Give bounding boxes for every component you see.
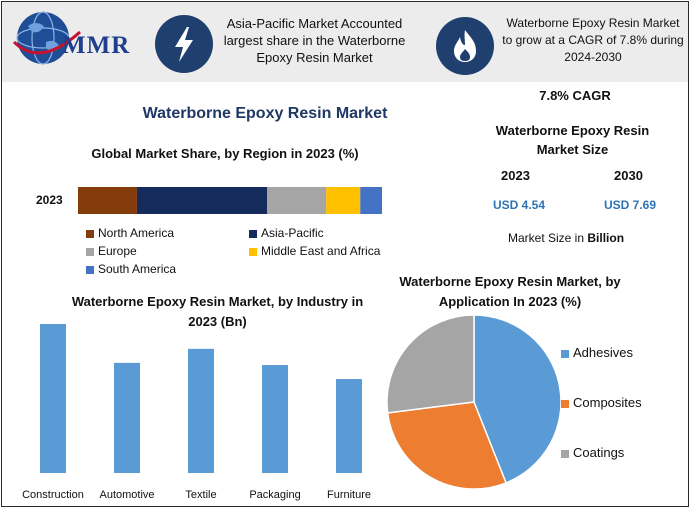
lightning-icon xyxy=(175,27,193,62)
industry-bar xyxy=(188,348,214,473)
card2-text: Waterborne Epoxy Resin Market to grow at… xyxy=(502,16,684,64)
market-size-title: Waterborne Epoxy Resin Market Size xyxy=(495,123,650,157)
legend-coatings: Coatings xyxy=(561,445,624,460)
legend-swatch xyxy=(249,247,257,256)
legend-swatch xyxy=(249,229,257,238)
legend-swatch xyxy=(86,229,94,238)
page-title: Waterborne Epoxy Resin Market xyxy=(142,105,388,122)
region-chart-category-label: 2023 xyxy=(36,193,63,207)
region-segment-asia-pacific xyxy=(136,187,268,214)
card1-text: Asia-Pacific Market Accounted largest sh… xyxy=(223,16,406,65)
industry-bar xyxy=(114,362,140,473)
legend-label: Middle East and Africa xyxy=(261,244,381,258)
legend-label: Coatings xyxy=(573,445,625,460)
market-size-value-1: USD 4.54 xyxy=(493,198,546,212)
region-segment-europe xyxy=(267,187,327,214)
region-segment-south-america xyxy=(360,187,382,214)
legend-north-america: North America xyxy=(86,226,174,240)
industry-tick-label: Automotive xyxy=(99,489,154,501)
legend-adhesives: Adhesives xyxy=(561,345,633,360)
industry-bar xyxy=(40,324,66,473)
industry-tick-label: Furniture xyxy=(327,489,371,501)
region-segment-north-america xyxy=(78,187,137,214)
legend-south-america: South America xyxy=(86,262,176,276)
legend-europe: Europe xyxy=(86,244,137,258)
market-size-value-2: USD 7.69 xyxy=(604,198,657,212)
market-size-unit-note: Market Size in Billion xyxy=(508,231,624,245)
region-stacked-bar xyxy=(78,187,382,214)
legend-label: Adhesives xyxy=(573,345,633,360)
market-size-year-2: 2030 xyxy=(614,168,643,183)
industry-bar-chart: Construction Automotive Textile Packaging Fu… xyxy=(22,324,371,501)
legend-swatch xyxy=(86,247,94,256)
header-band xyxy=(2,2,688,82)
legend-swatch xyxy=(86,265,94,274)
legend-label: South America xyxy=(98,262,177,276)
flame-icon xyxy=(454,30,476,62)
industry-bar xyxy=(262,365,288,473)
pie-slice-coatings xyxy=(386,314,475,414)
legend-composites: Composites xyxy=(561,395,642,410)
region-chart-title: Global Market Share, by Region in 2023 (… xyxy=(91,146,359,161)
legend-mea: Middle East and Africa xyxy=(249,244,380,258)
pie-slice-adhesives xyxy=(473,314,562,484)
logo-text: MMR xyxy=(62,32,131,59)
logo: MMR xyxy=(10,8,140,68)
application-pie-chart xyxy=(386,314,562,490)
legend-label: North America xyxy=(98,226,175,240)
pie-slice-composites xyxy=(386,401,508,490)
legend-label: Composites xyxy=(573,395,642,410)
industry-chart-title: Waterborne Epoxy Resin Market, by Indust… xyxy=(71,294,364,329)
card2-icon-circle xyxy=(436,17,494,75)
industry-bar xyxy=(336,379,362,473)
globe-icon xyxy=(12,11,82,65)
market-size-year-1: 2023 xyxy=(501,168,530,183)
industry-tick-label: Packaging xyxy=(249,489,300,501)
industry-tick-label: Construction xyxy=(22,489,84,501)
legend-swatch xyxy=(561,449,569,458)
application-chart-title: Waterborne Epoxy Resin Market, by Applic… xyxy=(399,274,621,309)
legend-asia-pacific: Asia-Pacific xyxy=(249,226,324,240)
legend-label: Asia-Pacific xyxy=(261,226,324,240)
unit-note-text: Market Size in xyxy=(508,231,585,245)
legend-swatch xyxy=(561,349,569,358)
industry-tick-label: Textile xyxy=(185,489,216,501)
legend-label: Europe xyxy=(98,244,137,258)
card1-icon-circle xyxy=(155,15,213,73)
legend-swatch xyxy=(561,399,569,408)
cagr-label: 7.8% CAGR xyxy=(539,88,611,103)
unit-note-bold: Billion xyxy=(587,231,625,245)
region-segment-mea xyxy=(326,187,361,214)
